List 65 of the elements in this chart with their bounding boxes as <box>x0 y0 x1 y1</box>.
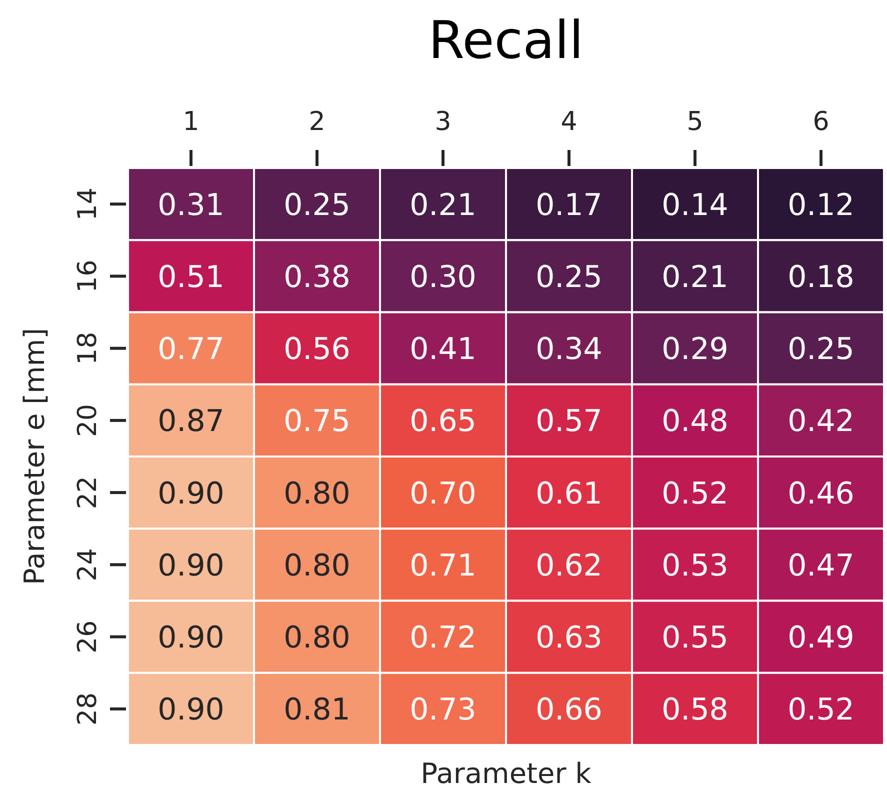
data-label: 0.87 <box>158 404 224 440</box>
data-label: 0.58 <box>662 692 728 728</box>
x-tick-label: 6 <box>812 107 830 137</box>
data-label: 0.56 <box>284 332 350 368</box>
x-tick-label: 1 <box>182 107 200 137</box>
data-label: 0.77 <box>158 332 224 368</box>
y-axis-title: Parameter e [mm] <box>18 328 51 586</box>
x-axis-title: Parameter k <box>420 757 592 789</box>
x-tick-label: 5 <box>686 107 704 137</box>
data-label: 0.30 <box>410 260 476 295</box>
data-label: 0.70 <box>410 476 476 512</box>
data-label: 0.52 <box>662 476 728 512</box>
data-label: 0.90 <box>158 476 224 512</box>
y-tick-label: 14 <box>73 188 103 221</box>
y-tick-label: 20 <box>73 404 103 437</box>
y-tick-label: 26 <box>73 620 103 654</box>
data-label: 0.47 <box>788 548 854 584</box>
y-tick-label: 28 <box>73 692 103 726</box>
data-label: 0.90 <box>158 548 224 584</box>
data-label: 0.29 <box>662 332 728 368</box>
x-tick-label: 3 <box>434 107 452 137</box>
data-label: 0.57 <box>536 404 602 440</box>
data-label: 0.17 <box>536 188 602 223</box>
data-label: 0.34 <box>536 332 602 368</box>
data-label: 0.25 <box>788 332 854 368</box>
data-label: 0.71 <box>410 548 476 584</box>
data-label: 0.80 <box>284 476 350 512</box>
data-label: 0.42 <box>788 404 854 440</box>
data-label: 0.48 <box>662 404 728 440</box>
data-label: 0.31 <box>158 188 224 223</box>
data-label: 0.75 <box>284 404 350 440</box>
data-label: 0.25 <box>536 260 602 295</box>
data-label: 0.61 <box>536 476 602 512</box>
data-label: 0.51 <box>158 260 224 295</box>
x-tick-label: 2 <box>308 107 326 137</box>
data-label: 0.66 <box>536 692 602 728</box>
data-label: 0.49 <box>788 620 854 656</box>
data-label: 0.72 <box>410 620 476 656</box>
data-label: 0.14 <box>662 188 728 223</box>
data-label: 0.62 <box>536 548 602 584</box>
data-label: 0.12 <box>788 188 854 223</box>
data-label: 0.25 <box>284 188 350 223</box>
y-tick-label: 22 <box>73 476 103 510</box>
x-tick-label: 4 <box>560 107 578 137</box>
data-label: 0.41 <box>410 332 476 368</box>
data-label: 0.81 <box>284 692 350 728</box>
data-label: 0.53 <box>662 548 728 584</box>
data-label: 0.80 <box>284 548 350 584</box>
data-label: 0.65 <box>410 404 476 440</box>
data-label: 0.18 <box>788 260 854 295</box>
data-label: 0.80 <box>284 620 350 656</box>
data-label: 0.52 <box>788 692 854 728</box>
data-label: 0.90 <box>158 620 224 656</box>
data-label: 0.46 <box>788 476 854 512</box>
y-tick-label: 18 <box>73 332 103 365</box>
y-tick-label: 24 <box>73 548 103 582</box>
data-label: 0.38 <box>284 260 350 295</box>
data-label: 0.90 <box>158 692 224 728</box>
data-label: 0.55 <box>662 620 728 656</box>
y-tick-label: 16 <box>73 260 103 293</box>
data-label: 0.21 <box>410 188 476 223</box>
data-label: 0.21 <box>662 260 728 295</box>
data-label: 0.63 <box>536 620 602 656</box>
data-label: 0.73 <box>410 692 476 728</box>
chart-title: Recall <box>428 11 584 71</box>
